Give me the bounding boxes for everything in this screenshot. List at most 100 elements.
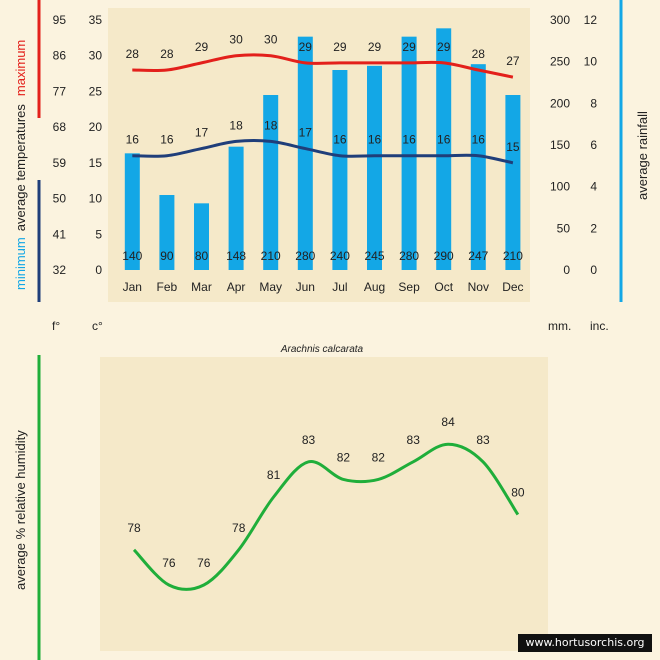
humidity-chart: 78 76 76 78 81 83 82 82 83 84 83 80 (127, 415, 525, 591)
tick-celsius: 25 (89, 84, 103, 98)
humidity-label: 76 (197, 556, 211, 570)
maximum-label: 28 (160, 47, 174, 61)
rain-bar (263, 95, 279, 270)
rain-bar (436, 28, 452, 271)
month-label: Aug (364, 280, 385, 294)
tick-mm: 150 (550, 138, 570, 152)
tick-inches: 12 (584, 13, 598, 27)
month-label: Feb (157, 280, 178, 294)
month-label: Jun (296, 280, 315, 294)
tick-mm: 200 (550, 96, 570, 110)
tick-fahrenheit: 77 (53, 84, 67, 98)
rain-bar (228, 146, 244, 270)
tick-mm: 50 (557, 221, 571, 235)
month-label: Dec (502, 280, 523, 294)
tick-inches: 8 (590, 96, 597, 110)
month-label: Nov (468, 280, 489, 294)
rain-value-label: 245 (364, 249, 384, 263)
tick-celsius: 35 (89, 13, 103, 27)
tick-mm: 100 (550, 180, 570, 194)
rain-bar (367, 65, 382, 270)
tick-fahrenheit: 41 (53, 227, 67, 241)
maximum-label: 27 (506, 54, 520, 68)
humidity-label: 83 (476, 433, 490, 447)
rain-value-label: 210 (503, 249, 523, 263)
humidity-label: 76 (162, 556, 176, 570)
rain-bar (297, 36, 313, 270)
rain-bar (401, 36, 417, 270)
month-label: Mar (191, 280, 212, 294)
rain-value-label: 210 (261, 249, 281, 263)
rain-value-label: 290 (434, 249, 454, 263)
minimum-label: 18 (229, 118, 243, 132)
tick-celsius: 15 (89, 156, 103, 170)
site-credit: www.hortusorchis.org (518, 634, 652, 652)
tick-inches: 6 (590, 138, 597, 152)
tick-fahrenheit: 32 (53, 263, 67, 277)
humidity-label: 82 (372, 450, 386, 464)
minimum-line (132, 139, 514, 165)
maximum-line (132, 53, 514, 79)
minimum-label: 16 (437, 133, 451, 147)
rain-value-label: 80 (195, 249, 209, 263)
tick-celsius: 20 (89, 120, 103, 134)
tick-inches: 0 (590, 263, 597, 277)
minimum-label: 17 (195, 126, 209, 140)
tick-fahrenheit: 68 (53, 120, 67, 134)
unit-mm: mm. (548, 319, 571, 333)
rain-value-label: 140 (122, 249, 142, 263)
month-label: Jan (123, 280, 142, 294)
tick-fahrenheit: 95 (53, 13, 67, 27)
tick-celsius: 10 (89, 192, 103, 206)
rain-value-label: 247 (468, 249, 488, 263)
tick-fahrenheit: 50 (53, 192, 67, 206)
maximum-label: 30 (264, 33, 278, 47)
maximum-label: 29 (195, 40, 209, 54)
ylabel-right: average rainfall (635, 111, 650, 200)
rain-bar (505, 95, 521, 270)
rain-value-label: 240 (330, 249, 350, 263)
maximum-label: 29 (333, 40, 347, 54)
unit-celsius: c° (92, 319, 103, 333)
unit-inches: inc. (590, 319, 609, 333)
humidity-label: 80 (511, 486, 525, 500)
month-label: May (259, 280, 282, 294)
minimum-label: 16 (333, 133, 347, 147)
maximum-label: 29 (402, 40, 416, 54)
rain-bar (470, 64, 486, 271)
minimum-label: 16 (472, 133, 486, 147)
humidity-label: 78 (127, 521, 141, 535)
tick-celsius: 5 (95, 227, 102, 241)
rain-value-label: 90 (160, 249, 174, 263)
ylabel-left: minimum average temperatures maximum (13, 40, 28, 290)
humidity-label: 81 (267, 468, 281, 482)
minimum-label: 17 (299, 126, 313, 140)
minimum-label: 16 (402, 133, 416, 147)
rain-value-label: 280 (295, 249, 315, 263)
maximum-label: 28 (472, 47, 486, 61)
tick-mm: 300 (550, 13, 570, 27)
minimum-label: 15 (506, 140, 520, 154)
humidity-label: 83 (302, 433, 316, 447)
ylabel-maximum: maximum (13, 40, 28, 96)
rain-bar (159, 195, 175, 270)
tick-inches: 4 (590, 180, 597, 194)
maximum-label: 28 (126, 47, 140, 61)
humidity-label: 78 (232, 521, 246, 535)
month-label: Apr (227, 280, 246, 294)
minimum-label: 18 (264, 118, 278, 132)
rain-bar (194, 203, 209, 270)
temp-rain-chart: 3241505968778695051015202530350501001502… (53, 13, 598, 294)
humidity-line (132, 442, 520, 591)
species-caption: Arachnis calcarata (280, 344, 364, 355)
rain-bar (124, 153, 140, 270)
month-label: Jul (332, 280, 347, 294)
humidity-ylabel: average % relative humidity (13, 430, 28, 590)
tick-inches: 10 (584, 55, 598, 69)
rain-bar (332, 70, 348, 270)
rain-value-label: 280 (399, 249, 419, 263)
minimum-label: 16 (126, 133, 140, 147)
unit-fahrenheit: f° (52, 319, 60, 333)
maximum-label: 29 (437, 40, 451, 54)
